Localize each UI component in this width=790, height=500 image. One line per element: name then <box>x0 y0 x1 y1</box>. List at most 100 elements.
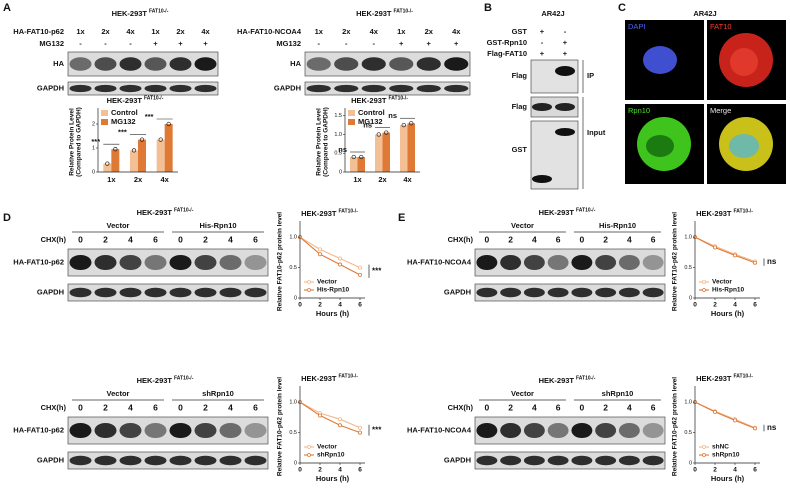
data-point <box>317 252 322 257</box>
blot-band <box>169 287 192 298</box>
data-point <box>158 137 163 142</box>
bar <box>138 139 146 172</box>
band-label: GAPDH <box>37 83 64 92</box>
sign: + <box>203 39 208 48</box>
data-point <box>357 272 362 277</box>
blot-band <box>144 287 167 298</box>
panel-title: HEK-293T <box>301 374 337 383</box>
y-tick-label: 0 <box>294 460 297 466</box>
column-label: 4x <box>452 27 461 36</box>
legend-marker <box>307 280 311 284</box>
column-label: 0 <box>178 234 183 244</box>
y-tick-label: 0 <box>689 295 692 301</box>
column-label: 4 <box>228 402 233 412</box>
blot-band <box>444 57 469 71</box>
band-label: GST <box>512 145 528 154</box>
column-label: 6 <box>153 234 158 244</box>
column-label: 2 <box>603 234 608 244</box>
column-label: 1x <box>315 27 324 36</box>
blot-band <box>144 455 167 466</box>
sign: - <box>318 39 321 48</box>
series-line <box>299 401 361 434</box>
nucleus <box>643 46 677 74</box>
data-point <box>337 417 342 422</box>
annotation: *** <box>372 266 382 275</box>
blot-band <box>244 287 267 298</box>
data-point <box>376 132 381 137</box>
legend-label: Control <box>358 108 385 117</box>
column-label: 2 <box>603 402 608 412</box>
title-superscript: FAT10-/- <box>394 8 414 14</box>
column-label: 2 <box>103 402 108 412</box>
x-tick-label: 6 <box>753 302 757 309</box>
row-label: MG132 <box>39 39 64 48</box>
blot-band <box>119 455 142 466</box>
group-label: shRpn10 <box>602 389 634 398</box>
blot-band <box>69 422 92 439</box>
blot-frame <box>530 96 579 118</box>
blot-band <box>169 422 192 439</box>
blot-band <box>169 254 192 271</box>
data-point <box>317 413 322 418</box>
series-line <box>694 401 756 429</box>
blot-band <box>69 84 92 93</box>
column-label: 0 <box>580 402 585 412</box>
x-tick-label: 2 <box>713 302 717 309</box>
y-axis-label: (Compared to GAPDH) <box>76 107 83 177</box>
column-label: 4x <box>370 27 379 36</box>
x-tick-label: 0 <box>298 302 302 309</box>
column-label: 2 <box>203 234 208 244</box>
annotation: *** <box>145 112 154 121</box>
data-point <box>753 426 758 431</box>
y-axis-label: Relative FAT10-p62 protein level <box>672 377 679 476</box>
group-label: IP <box>587 71 594 80</box>
blot-band <box>595 422 617 439</box>
sign: - <box>564 27 567 36</box>
column-label: 4 <box>128 402 133 412</box>
band-label: HA-FAT10-NCOA4 <box>407 257 472 266</box>
blot-band <box>476 455 498 466</box>
group-label: Vector <box>511 389 534 398</box>
band-label: GAPDH <box>444 287 471 296</box>
y-axis-label: Relative Protein Level <box>316 108 323 176</box>
legend-swatch <box>348 119 355 125</box>
blot-band <box>119 84 142 93</box>
legend-marker <box>702 288 706 292</box>
blot-frame <box>67 51 219 77</box>
legend-marker <box>702 445 706 449</box>
panel-letter: C <box>618 2 626 14</box>
legend-marker <box>307 445 311 449</box>
x-tick-label: 0 <box>298 467 302 474</box>
blot-band <box>119 422 142 439</box>
bar <box>400 125 408 172</box>
annotation: *** <box>91 137 100 146</box>
panel-letter: D <box>3 212 11 224</box>
data-point <box>317 247 322 252</box>
title-superscript: FAT10-/- <box>339 208 359 214</box>
y-axis-label: Relative FAT10-p62 protein level <box>277 212 284 311</box>
panel-letter: E <box>398 212 405 224</box>
legend-marker <box>702 280 706 284</box>
band-label: Flag <box>512 71 528 80</box>
blot-band <box>219 287 242 298</box>
blot-band <box>194 287 217 298</box>
title-superscript: FAT10-/- <box>149 8 169 14</box>
blot-band <box>555 66 575 76</box>
legend-marker <box>307 288 311 292</box>
blot-band <box>306 84 331 93</box>
legend-swatch <box>101 110 108 116</box>
column-label: 2x <box>176 27 185 36</box>
blot-band <box>219 455 242 466</box>
row-label: GST <box>512 27 528 36</box>
blot-band <box>69 57 92 71</box>
band-label: HA-FAT10-p62 <box>13 257 64 266</box>
y-tick-label: 1.0 <box>684 235 692 241</box>
band-label: GAPDH <box>274 83 301 92</box>
blot-band <box>94 84 117 93</box>
blot-band <box>361 84 386 93</box>
legend-label: Vector <box>317 444 337 451</box>
y-tick-label: 0.5 <box>334 151 342 157</box>
x-axis-label: Hours (h) <box>711 474 745 483</box>
bar <box>382 132 390 172</box>
column-label: 0 <box>485 234 490 244</box>
